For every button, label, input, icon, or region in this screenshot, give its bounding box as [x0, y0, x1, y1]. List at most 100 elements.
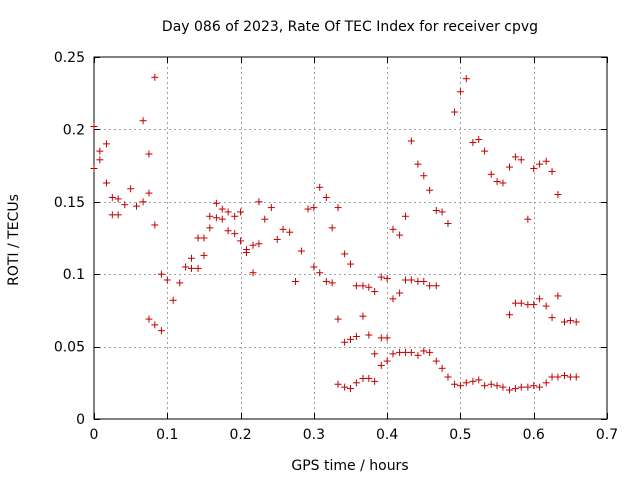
data-point [414, 277, 422, 285]
data-point [352, 379, 360, 387]
data-point [420, 347, 428, 355]
data-point [108, 211, 116, 219]
data-point [194, 234, 202, 242]
data-point [212, 214, 220, 222]
data-point [377, 361, 385, 369]
data-point [347, 335, 354, 343]
data-point [237, 208, 245, 216]
data-point [359, 312, 367, 320]
data-point [487, 170, 495, 178]
data-point [261, 215, 269, 223]
data-point [475, 136, 483, 144]
data-point [554, 292, 562, 300]
data-point [127, 185, 135, 193]
data-point [524, 301, 532, 309]
data-point [218, 205, 226, 213]
data-point [341, 338, 349, 346]
data-point [187, 254, 195, 262]
data-point [499, 383, 507, 391]
x-tick-label: 0.3 [303, 427, 325, 443]
data-point [114, 195, 122, 203]
data-point [316, 183, 324, 191]
data-point [187, 264, 195, 272]
data-point [334, 204, 342, 212]
data-point [352, 332, 360, 340]
data-point [163, 276, 171, 284]
data-point [377, 334, 385, 342]
data-point [316, 269, 324, 277]
data-point [341, 250, 349, 258]
data-point [469, 138, 477, 146]
data-point [517, 156, 525, 164]
data-point [426, 282, 434, 290]
x-tick-label: 0.2 [229, 427, 251, 443]
data-point [90, 123, 98, 131]
data-point [506, 386, 514, 394]
data-point [414, 160, 422, 168]
data-point [145, 189, 153, 197]
data-point [506, 311, 514, 319]
data-point [328, 279, 336, 287]
plot-frame [93, 56, 608, 420]
data-point [481, 382, 489, 390]
data-point [242, 246, 250, 254]
data-point [414, 351, 422, 359]
data-point [212, 199, 220, 207]
y-axis-label: ROTI / TECUs [6, 194, 22, 286]
data-point [96, 156, 104, 164]
data-point [487, 380, 495, 388]
data-point [456, 88, 464, 96]
data-point [572, 373, 580, 381]
data-point [383, 275, 391, 283]
data-point [371, 288, 379, 296]
data-point [310, 263, 318, 271]
y-tick-label: 0.2 [63, 122, 85, 138]
y-tick-label: 0.05 [54, 340, 85, 356]
data-point [297, 247, 305, 255]
x-tick-labels: 0 0.1 0.2 0.3 0.4 0.5 0.6 0.7 [90, 427, 619, 443]
data-point [438, 208, 446, 216]
data-point [365, 283, 373, 291]
data-point [566, 373, 574, 381]
data-point [224, 227, 232, 235]
data-point [548, 373, 556, 381]
data-point [176, 279, 184, 287]
data-point [157, 270, 165, 278]
data-point [462, 379, 470, 387]
x-tick-label: 0.7 [596, 427, 618, 443]
data-point [566, 317, 574, 325]
chart-title: Day 086 of 2023, Rate Of TEC Index for r… [162, 19, 538, 35]
data-point [169, 296, 177, 304]
data-point [145, 315, 153, 323]
data-point [334, 380, 342, 388]
data-points [90, 73, 580, 394]
data-point [493, 382, 501, 390]
data-point [469, 377, 477, 385]
data-point [286, 228, 294, 236]
data-point [407, 137, 415, 145]
data-point [182, 263, 190, 271]
y-tick-label: 0.25 [54, 50, 85, 66]
data-point [401, 276, 409, 284]
y-tick-labels: 0 0.05 0.1 0.15 0.2 0.25 [54, 50, 85, 428]
data-point [548, 167, 556, 175]
data-point [444, 220, 452, 228]
data-point [279, 225, 287, 233]
data-point [365, 331, 373, 339]
data-point [237, 237, 245, 245]
data-point [517, 383, 525, 391]
y-tick-label: 0.15 [54, 195, 85, 211]
data-point [401, 348, 409, 356]
data-point [389, 295, 397, 303]
data-point [426, 186, 434, 194]
data-point [530, 164, 538, 172]
x-axis-label: GPS time / hours [291, 458, 408, 474]
data-point [249, 241, 257, 249]
data-point [432, 357, 440, 365]
data-point [560, 372, 568, 380]
data-point [554, 191, 562, 199]
data-point [396, 289, 404, 297]
data-point [200, 234, 208, 242]
data-point [524, 383, 532, 391]
data-point [554, 373, 562, 381]
